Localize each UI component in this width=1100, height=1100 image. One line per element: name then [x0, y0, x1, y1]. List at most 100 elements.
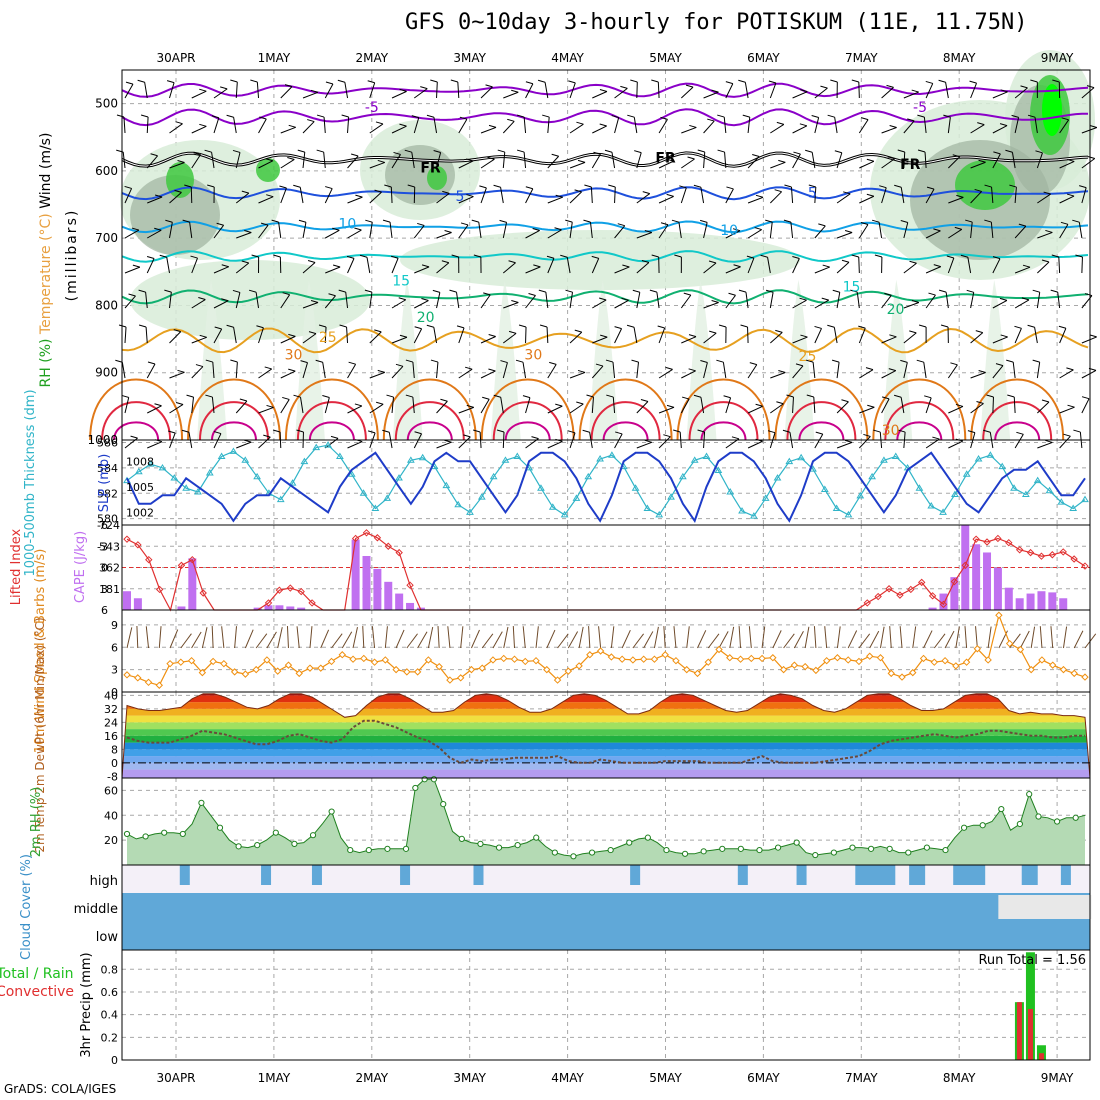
wind-barb-staff: [614, 266, 630, 274]
cloud-level-label: low: [96, 930, 119, 945]
wind-barb-feather: [889, 334, 897, 338]
wind-barb-feather: [697, 149, 705, 153]
wind-barb-feather: [1016, 431, 1024, 435]
cape-bar: [177, 606, 186, 610]
wind-barb-staff: [703, 262, 717, 274]
wind-barb-staff: [859, 160, 875, 169]
wind-barb-feather: [318, 324, 327, 328]
wind-barb-feather: [250, 79, 258, 83]
wind-barb: [827, 114, 838, 134]
wind-barb-staff: [189, 222, 193, 239]
wind-barb-staff: [657, 81, 660, 99]
cloud-high-block: [909, 865, 926, 885]
wind-barb-feather: [488, 334, 496, 337]
wind-barb: [124, 81, 134, 99]
wind-barb: [1081, 334, 1097, 344]
wind-barb: [1014, 85, 1028, 99]
wind-barb: [364, 289, 373, 309]
y-tick-label-temp: 16: [104, 730, 118, 743]
wind-barb-feather: [1035, 150, 1043, 154]
wind-barb-feather: [860, 117, 869, 121]
wind-speed-marker: [973, 645, 982, 653]
wind-barb: [871, 219, 883, 239]
surface-wind-barb: [729, 626, 735, 649]
wind-barb-staff: [547, 196, 563, 204]
wind-barb-feather: [800, 334, 808, 338]
y-tick-label-thickness: 584: [97, 462, 118, 475]
wind-barb-feather: [515, 359, 524, 363]
surface-wind-barb: [1019, 630, 1030, 649]
wind-barb: [1032, 289, 1041, 309]
wind-barb: [147, 439, 163, 449]
wind-barb: [1081, 125, 1098, 134]
wind-barb-staff: [967, 257, 972, 274]
wind-barb: [547, 194, 563, 204]
wind-barb-feather: [955, 403, 964, 407]
wind-barb-staff: [925, 230, 941, 239]
wind-barb-feather: [827, 114, 835, 118]
wind-barb-feather: [844, 439, 853, 443]
wind-barb: [679, 185, 687, 204]
wind-barb-feather: [728, 292, 736, 296]
wind-barb-feather: [516, 149, 525, 153]
wind-barb-feather: [978, 159, 986, 163]
thickness-marker: [998, 462, 1007, 470]
wind-barb-staff: [900, 187, 905, 204]
wind-barb-staff: [1081, 369, 1097, 379]
wind-speed-marker: [909, 668, 917, 677]
lifted-index-marker: [406, 581, 414, 589]
wind-barb-staff: [124, 188, 133, 204]
wind-barb-feather: [205, 394, 213, 398]
surface-wind-barb: [923, 630, 933, 649]
wind-barb: [881, 334, 897, 344]
wind-barb-feather: [627, 114, 635, 118]
x-tick-label-top: 30APR: [156, 51, 195, 65]
wind-barb-feather: [542, 114, 550, 118]
wind-barb-feather: [1066, 193, 1075, 197]
wind-barb-staff: [347, 405, 363, 414]
wind-barb-feather: [1089, 334, 1097, 338]
wind-barb: [903, 260, 917, 274]
wind-barb-feather: [346, 255, 355, 259]
wind-barb: [502, 330, 517, 344]
wind-speed-marker: [370, 658, 379, 666]
wind-barb-feather: [350, 153, 359, 157]
wind-barb-staff: [745, 292, 749, 309]
wind-barb-staff: [858, 224, 869, 239]
wind-barb-staff: [881, 370, 897, 379]
contour-label: 25: [319, 330, 337, 346]
wind-barb-feather: [214, 326, 222, 330]
wind-barb-feather: [740, 324, 748, 328]
wind-barb-staff: [546, 326, 549, 344]
wind-barb: [1030, 79, 1038, 99]
dewpoint-line: [126, 719, 1085, 764]
wind-barb-feather: [976, 401, 984, 404]
wind-barb-staff: [814, 186, 817, 204]
wind-barb-feather: [382, 429, 390, 433]
cloud-low-mid-fill: [122, 893, 1090, 950]
surface-wind-barb: [427, 626, 434, 649]
wind-barb-feather: [943, 114, 951, 118]
wind-barb-staff: [280, 159, 295, 169]
wind-barb: [924, 395, 932, 414]
wind-barb: [881, 396, 890, 414]
wind-barb-feather: [525, 81, 534, 85]
wind-barb-staff: [925, 294, 936, 309]
temp-band: [122, 695, 1090, 703]
wind-barb-staff: [792, 125, 808, 134]
wind-barb-feather: [288, 124, 296, 128]
wind-barb-feather: [631, 359, 639, 363]
wind-barb: [432, 289, 441, 309]
wind-barb-feather: [1052, 79, 1060, 83]
wind-barb-staff: [436, 81, 438, 99]
wind-barb-staff: [725, 188, 734, 204]
wind-barb: [992, 256, 1001, 274]
surface-wind-barb: [371, 626, 376, 649]
wind-barb-staff: [678, 222, 682, 239]
surface-wind-barb: [169, 629, 179, 649]
temp-band: [122, 702, 1090, 709]
wind-barb-staff: [992, 91, 1008, 99]
wind-barb-feather: [950, 362, 958, 366]
wind-barb: [948, 226, 963, 239]
wind-barb-feather: [140, 114, 149, 118]
